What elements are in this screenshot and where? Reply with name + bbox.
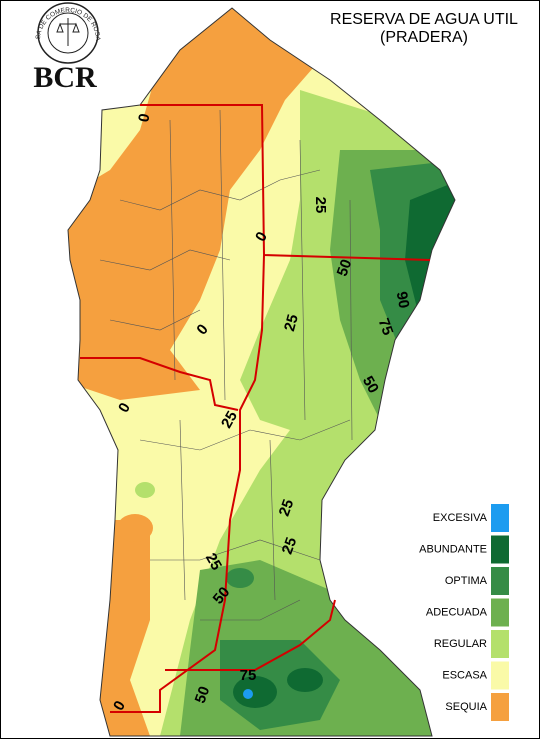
- contour-label: 25: [276, 497, 298, 518]
- legend-swatch: [491, 504, 509, 532]
- legend-label: ABUNDANTE: [419, 543, 487, 555]
- legend-swatch: [491, 598, 509, 627]
- legend-swatch: [491, 567, 509, 595]
- legend-label: ESCASA: [442, 669, 487, 681]
- contour-label: 50: [334, 257, 356, 278]
- contour-label: 25: [281, 313, 302, 334]
- legend-swatch: [491, 630, 509, 658]
- contour-label: 0: [135, 112, 153, 123]
- contour-label: 75: [240, 667, 257, 684]
- contour-label: 50: [359, 373, 382, 396]
- legend-swatch: [491, 693, 509, 721]
- contour-label: 25: [218, 408, 241, 431]
- contour-label: 90: [393, 290, 413, 309]
- legend-swatch: [491, 661, 509, 690]
- title: RESERVA DE AGUA UTIL: [330, 11, 518, 28]
- legend-label: ADECUADA: [426, 606, 488, 618]
- legend-swatch: [491, 535, 509, 564]
- legend-label: OPTIMA: [445, 575, 488, 587]
- contour-label: 75: [375, 316, 397, 337]
- subtitle: (PRADERA): [380, 29, 468, 46]
- contour-label: 50: [192, 684, 214, 705]
- legend-label: REGULAR: [434, 638, 487, 650]
- contour-label: 25: [279, 535, 301, 556]
- logo-text: BCR: [33, 61, 97, 94]
- legend-label: EXCESIVA: [433, 512, 488, 524]
- contour-label: 25: [202, 550, 225, 573]
- legend-label: SEQUIA: [445, 701, 487, 713]
- contour-label: 25: [312, 197, 329, 214]
